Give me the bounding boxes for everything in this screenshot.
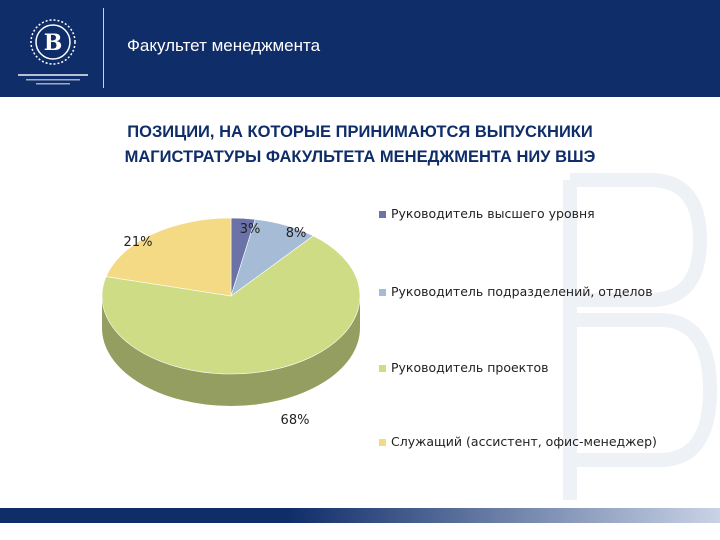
legend-label-3: Служащий (ассистент, офис-менеджер) (391, 434, 657, 449)
pie-slice-3 (105, 217, 232, 297)
legend-swatch-0 (379, 211, 386, 218)
legend-swatch-1 (379, 289, 386, 296)
watermark-logo-icon (563, 173, 718, 500)
header-divider (103, 8, 104, 88)
legend-swatch-3 (379, 439, 386, 446)
legend-swatch-2 (379, 365, 386, 372)
slide-title-line-1: ПОЗИЦИИ, НА КОТОРЫЕ ПРИНИМАЮТСЯ ВЫПУСКНИ… (127, 123, 593, 141)
data-label-3: 21% (124, 235, 153, 250)
pie-side-2 (102, 296, 360, 406)
header-bar: В Факультет менеджмента (0, 0, 720, 97)
hse-logo-icon: В (18, 19, 88, 85)
data-label-0: 3% (240, 222, 261, 237)
pie-slice-2 (101, 235, 361, 375)
svg-text:В: В (44, 30, 63, 56)
data-label-2: 68% (281, 413, 310, 428)
faculty-name: Факультет менеджмента (127, 36, 321, 55)
legend-label-1: Руководитель подразделений, отделов (391, 284, 653, 299)
slide-title-line-2: МАГИСТРАТУРЫ ФАКУЛЬТЕТА МЕНЕДЖМЕНТА НИУ … (124, 148, 596, 166)
data-label-1: 8% (286, 226, 307, 241)
legend-label-0: Руководитель высшего уровня (391, 206, 595, 221)
legend-label-2: Руководитель проектов (391, 360, 549, 375)
slide-title: ПОЗИЦИИ, НА КОТОРЫЕ ПРИНИМАЮТСЯ ВЫПУСКНИ… (0, 120, 720, 170)
footer-bar (0, 508, 720, 523)
